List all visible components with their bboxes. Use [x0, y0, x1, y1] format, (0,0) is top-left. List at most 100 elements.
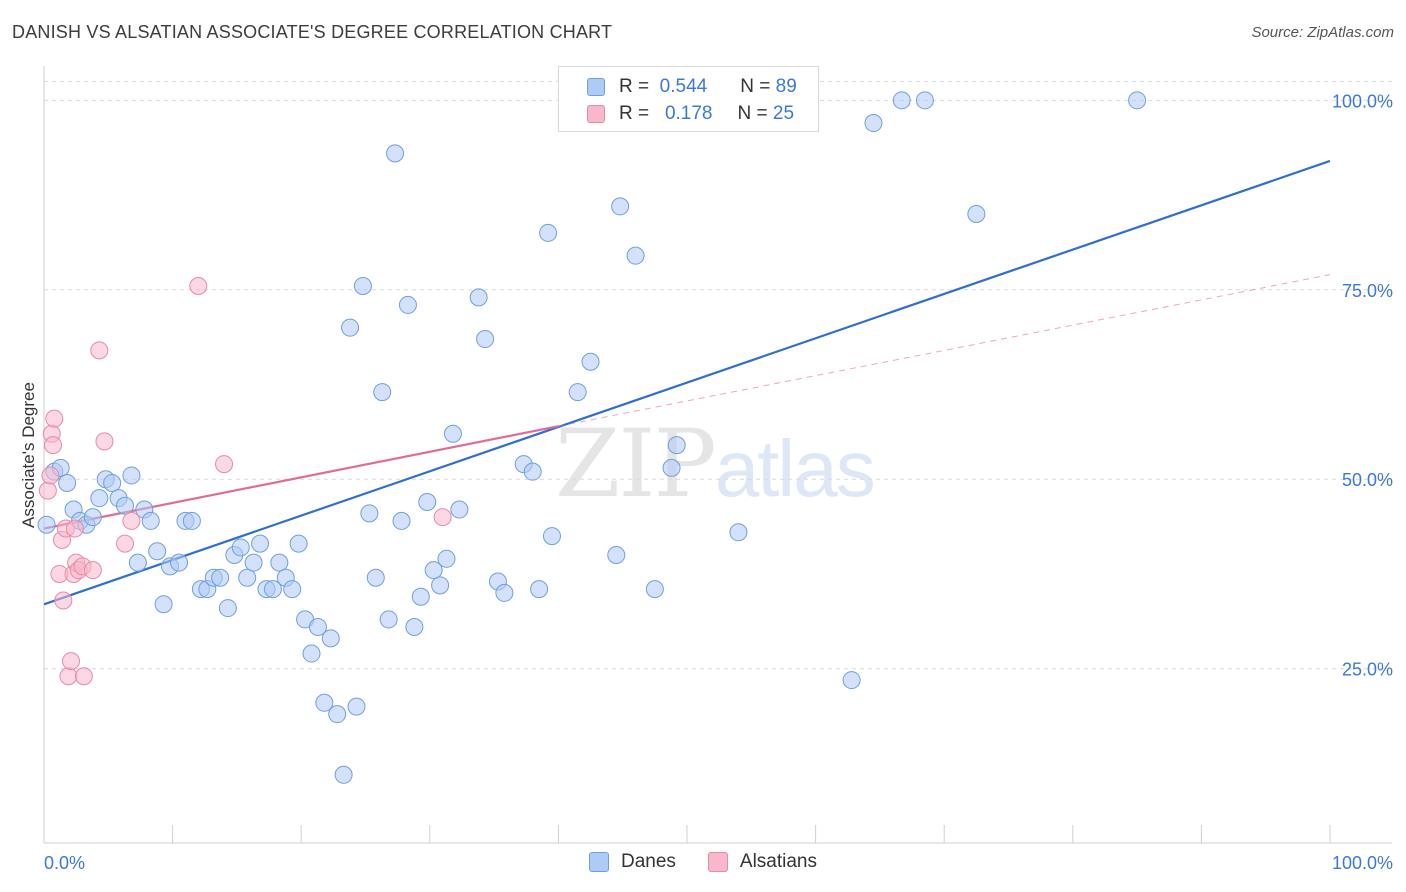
danes-point	[347, 697, 366, 716]
legend-r-label: R =	[619, 103, 650, 124]
y-tick-label: 75.0%	[1342, 281, 1393, 301]
y-tick-label: 100.0%	[1332, 91, 1393, 111]
alsatians-point	[62, 652, 81, 671]
legend-n-label: N =	[740, 76, 771, 97]
danes-legend-label: Danes	[620, 851, 676, 872]
legend-row-alsatians: R = 0.178 N = 25	[587, 102, 794, 126]
danes-point	[182, 511, 201, 530]
danes-point	[341, 318, 360, 337]
danes-point	[667, 436, 686, 455]
danes-point	[170, 553, 189, 572]
legend-item-alsatians[interactable]: Alsatians	[707, 851, 817, 873]
danes-point	[373, 383, 392, 402]
danes-point	[360, 504, 379, 523]
y-tick-label: 25.0%	[1342, 660, 1393, 680]
danes-legend-swatch	[588, 852, 609, 872]
alsatians-legend-swatch	[707, 852, 728, 872]
danes-point	[967, 204, 986, 223]
danes-point	[418, 492, 437, 511]
danes-point	[231, 538, 250, 557]
danes-point	[842, 671, 861, 690]
danes-point	[892, 91, 911, 110]
danes-point	[495, 583, 514, 602]
danes-point	[263, 580, 282, 599]
danes-point	[218, 599, 237, 618]
tick-labels: 25.0% 50.0% 75.0% 100.0% 0.0% 100.0%	[44, 91, 1393, 873]
danes-point	[864, 114, 883, 133]
danes-point	[530, 580, 549, 599]
source-label: Source: ZipAtlas.com	[1251, 24, 1394, 41]
danes-point	[334, 765, 353, 784]
danes-point	[90, 489, 109, 508]
alsatians-point	[59, 667, 78, 686]
danes-point	[148, 542, 167, 561]
danes-point	[321, 629, 340, 648]
watermark-atlas: atlas	[714, 424, 876, 513]
stats-legend: R = 0.544 N = 89 R = 0.178 N = 25	[558, 66, 819, 132]
alsatians-point	[83, 561, 102, 580]
alsatians-point	[122, 511, 141, 530]
alsatians-point	[95, 432, 114, 451]
legend-n-label: N =	[737, 103, 768, 124]
alsatians-point	[41, 466, 60, 485]
danes-point	[523, 462, 542, 481]
danes-point	[366, 568, 385, 587]
legend-r-value-alsatians: 0.178	[664, 103, 713, 124]
alsatians-point	[90, 341, 109, 360]
alsatians-swatch	[587, 105, 605, 123]
danes-point	[542, 527, 561, 546]
danes-point	[116, 496, 135, 515]
alsatians-point	[433, 508, 452, 527]
danes-point	[405, 618, 424, 637]
series-legend: Danes Alsatians	[0, 851, 1406, 873]
x-tick-label: 0.0%	[44, 853, 85, 873]
alsatians-point	[65, 519, 84, 538]
danes-point	[662, 458, 681, 477]
danes-point	[568, 383, 587, 402]
legend-r-value-danes: 0.544	[659, 76, 708, 97]
danes-point	[211, 568, 230, 587]
danes-points	[37, 91, 1147, 784]
alsatians-point	[215, 455, 234, 474]
y-tick-label: 50.0%	[1342, 470, 1393, 490]
danes-point	[315, 693, 334, 712]
alsatians-point	[189, 276, 208, 295]
alsatians-point	[74, 667, 93, 686]
watermark-zip: ZIP	[555, 410, 717, 519]
chart-title: DANISH VS ALSATIAN ASSOCIATE'S DEGREE CO…	[12, 22, 613, 42]
legend-item-danes[interactable]: Danes	[588, 851, 676, 873]
danes-point	[270, 553, 289, 572]
danes-point	[58, 474, 77, 493]
alsatians-trend-extension	[558, 274, 1331, 427]
danes-point	[469, 288, 488, 307]
danes-point	[251, 534, 270, 553]
danes-point	[392, 511, 411, 530]
alsatians-point	[116, 534, 135, 553]
y-axis-label: Associate's Degree	[19, 382, 38, 528]
danes-point	[915, 91, 934, 110]
danes-point	[386, 144, 405, 163]
danes-point	[238, 568, 257, 587]
danes-point	[328, 705, 347, 724]
danes-point	[302, 644, 321, 663]
danes-point	[450, 500, 469, 519]
alsatians-points	[38, 276, 452, 686]
danes-point	[379, 610, 398, 629]
danes-point	[37, 515, 56, 534]
danes-trend-line	[43, 159, 1331, 606]
danes-point	[283, 580, 302, 599]
danes-point	[1128, 91, 1147, 110]
danes-point	[729, 523, 748, 542]
alsatians-point	[38, 481, 57, 500]
legend-row-danes: R = 0.544 N = 89	[587, 75, 797, 99]
danes-point	[128, 553, 147, 572]
danes-point	[103, 474, 122, 493]
danes-point	[308, 618, 327, 637]
legend-n-value-danes: 89	[775, 76, 797, 97]
alsatians-point	[54, 591, 73, 610]
danes-point	[607, 546, 626, 565]
danes-point	[411, 587, 430, 606]
danes-swatch	[587, 78, 605, 96]
danes-point	[626, 246, 645, 265]
